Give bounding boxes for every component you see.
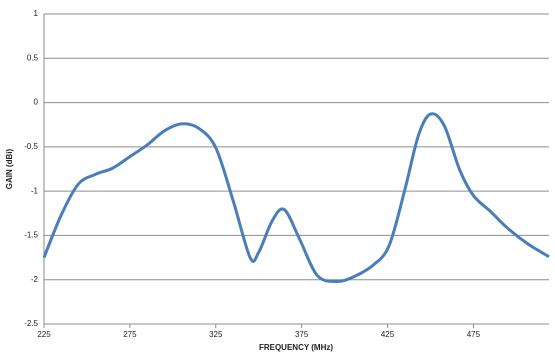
- x-tick-label: 375: [295, 330, 309, 339]
- data-line: [42, 112, 550, 283]
- x-tick-label: 475: [467, 330, 481, 339]
- y-tick-label: -1: [31, 186, 39, 195]
- y-tick-label: -1.5: [24, 231, 38, 240]
- y-axis-title: GAIN (dBi): [5, 148, 14, 189]
- y-tick-label: -0.5: [24, 142, 38, 151]
- y-tick-label: 1: [34, 9, 39, 18]
- y-tick-label: 0.5: [27, 53, 39, 62]
- x-axis-title: FREQUENCY (MHz): [259, 343, 333, 352]
- x-tick-label: 425: [381, 330, 395, 339]
- x-tick-label: 225: [37, 330, 51, 339]
- y-tick-label: -2: [31, 275, 39, 284]
- y-tick-label: 0: [34, 98, 39, 107]
- y-tick-label: -2.5: [24, 319, 38, 328]
- x-tick-label: 275: [123, 330, 137, 339]
- x-tick-label: 325: [209, 330, 223, 339]
